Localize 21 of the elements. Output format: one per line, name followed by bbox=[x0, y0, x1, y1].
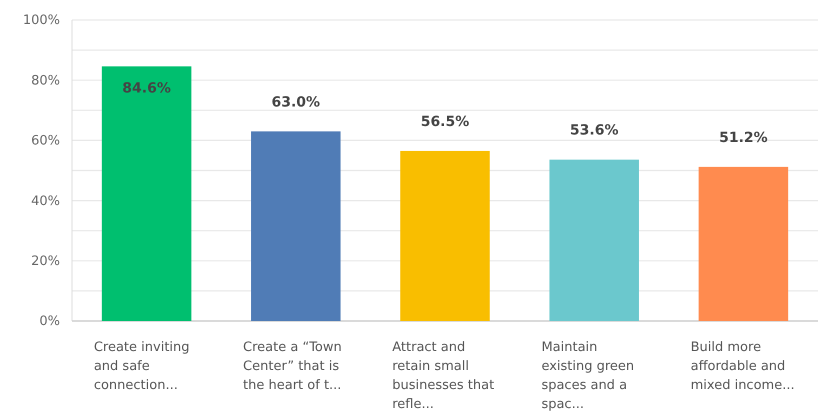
x-tick-label: Attract and retain small businesses that refle... bbox=[392, 340, 494, 412]
y-tick-label: 60% bbox=[31, 134, 60, 149]
data-label: 56.5% bbox=[420, 114, 470, 130]
data-label: 63.0% bbox=[272, 94, 320, 110]
y-tick-label: 100% bbox=[22, 13, 60, 28]
bar bbox=[549, 160, 639, 321]
y-tick-label: 80% bbox=[31, 73, 60, 88]
bar bbox=[102, 66, 192, 321]
data-label: 53.6% bbox=[570, 122, 618, 139]
data-label: 51.2% bbox=[719, 130, 768, 146]
bar bbox=[400, 150, 490, 321]
y-tick-label: 40% bbox=[31, 194, 60, 209]
x-tick-label: Build more affordable and mixed income... bbox=[690, 340, 795, 393]
y-tick-label: 20% bbox=[31, 254, 60, 269]
bar bbox=[251, 131, 341, 321]
data-label: 84.6% bbox=[122, 80, 171, 96]
bar bbox=[698, 166, 788, 321]
y-tick-label: 0% bbox=[39, 314, 60, 330]
x-tick-label: Create a “Town Center” that is the heart of t... bbox=[243, 340, 342, 393]
x-tick-label: Create inviting and safe connection... bbox=[94, 340, 190, 393]
x-tick-label: Maintain existing green spaces and a spac... bbox=[541, 340, 634, 412]
